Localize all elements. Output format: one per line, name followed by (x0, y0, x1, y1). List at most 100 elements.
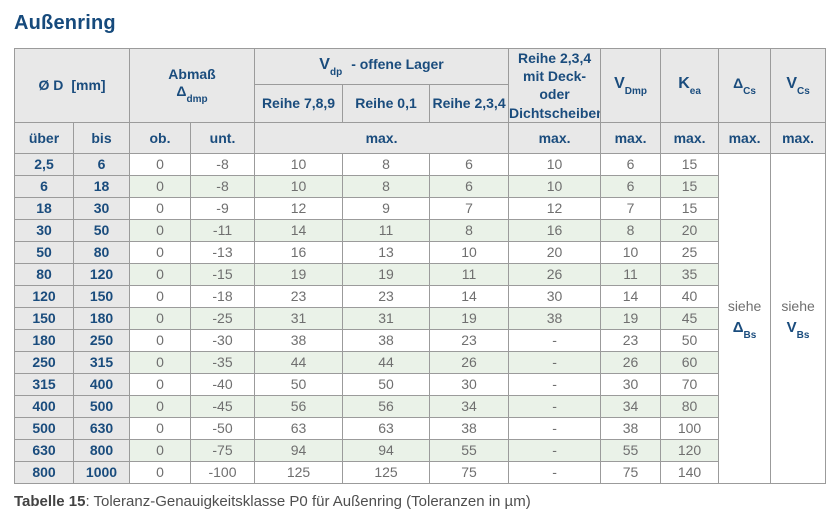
tolerance-value-cell: 45 (660, 306, 720, 330)
tolerance-value-cell: 25 (660, 240, 720, 264)
tolerance-value-cell: 50 (254, 372, 344, 396)
tolerance-value-cell: -35 (189, 350, 256, 374)
col-header-abmass: Abmaß Δdmp (128, 48, 256, 123)
tolerance-value-cell: 15 (660, 174, 720, 198)
tolerance-value-cell: 15 (660, 152, 720, 176)
tolerance-value-cell: 26 (508, 262, 602, 286)
tolerance-value-cell: 0 (129, 218, 191, 242)
tolerance-value-cell: 10 (254, 152, 344, 176)
diameter-range-cell: 50 (14, 240, 74, 264)
tolerance-value-cell: 6 (600, 174, 662, 198)
table-row: 800 1000 0 -100 125 125 75-75 140 (14, 460, 826, 484)
diameter-range-cell: 630 (73, 416, 130, 440)
diameter-range-cell: 400 (73, 372, 130, 396)
tolerance-value-cell: -8 (189, 174, 256, 198)
diameter-range-cell: 315 (73, 350, 130, 374)
table-row: 400 500 0 -45 56 56 34-34 80 (14, 394, 826, 418)
caption-label: Tabelle 15 (14, 492, 86, 510)
diameter-range-cell: 800 (14, 460, 74, 484)
tolerance-value-cell: 94 (342, 438, 431, 462)
col-header-max-vdmp: max. (600, 121, 662, 154)
col-header-delta-cs: ΔCs (718, 48, 772, 123)
col-header-reihe-234: Reihe 2,3,4 (429, 83, 510, 123)
diameter-range-cell: 30 (14, 218, 74, 242)
col-header-reihe-789: Reihe 7,8,9 (254, 83, 344, 123)
tolerance-value-cell: 0 (129, 284, 191, 308)
tolerance-value-cell: 0 (129, 306, 191, 330)
tolerance-value-cell: 20 (660, 218, 720, 242)
tolerance-value-cell: 14 (600, 284, 662, 308)
tolerance-value-cell: 10 (600, 240, 662, 264)
tolerance-value-cell: 70 (660, 372, 720, 396)
tolerance-value-cell: - (508, 350, 602, 374)
col-header-max-deck: max. (508, 121, 602, 154)
tolerance-value-cell: 11 (600, 262, 662, 286)
diameter-range-cell: 18 (14, 196, 74, 220)
diameter-range-cell: 180 (73, 306, 130, 330)
tolerance-value-cell: 38 (508, 306, 602, 330)
tolerance-value-cell: - (508, 416, 602, 440)
header-row-limits: über bis ob. unt. max. max. max. max. ma… (14, 121, 827, 154)
col-header-deckscheiben: Reihe 2,3,4 mit Deck- oder Dichtscheiben (508, 48, 602, 123)
diameter-range-cell: 80 (14, 262, 74, 286)
tolerance-value-cell: 10 (508, 152, 602, 176)
tolerance-value-cell: 10 (429, 240, 510, 264)
tolerance-value-cell: 6 (600, 152, 662, 176)
tolerance-value-cell: 7 (600, 196, 662, 220)
tolerance-value-cell: 23 (342, 284, 431, 308)
tolerance-value-cell: 120 (660, 438, 720, 462)
page: Außenring Ø D [mm] Abmaß Δdmp (14, 12, 827, 510)
diameter-range-cell: 800 (73, 438, 130, 462)
abmass-symbol: Δ (176, 83, 187, 100)
tolerance-value-cell: 19 (429, 306, 510, 330)
tolerance-value-cell: 6 (429, 152, 510, 176)
tolerance-value-cell: 14 (429, 284, 510, 308)
diameter-range-cell: 2,5 (14, 152, 74, 176)
col-header-max-vdp: max. (254, 121, 510, 154)
table-row: 250 315 0 -35 44 44 26-26 60 (14, 350, 826, 374)
tolerance-value-cell: 31 (342, 306, 431, 330)
tolerance-value-cell: 0 (129, 438, 191, 462)
tolerance-value-cell: -75 (189, 438, 256, 462)
tolerance-value-cell: -9 (189, 196, 256, 220)
tolerance-value-cell: 0 (129, 152, 191, 176)
tolerance-value-cell: - (508, 328, 602, 352)
tolerance-value-cell: 60 (660, 350, 720, 374)
tolerance-value-cell: 55 (600, 438, 662, 462)
col-header-ueber: über (14, 121, 74, 154)
table-row: 150 180 0 -25 31 31 19 38 19 45 (14, 306, 826, 330)
tolerance-table: Ø D [mm] Abmaß Δdmp Vdp- offene Lager Rei… (14, 48, 827, 484)
tolerance-value-cell: 12 (508, 196, 602, 220)
diameter-range-cell: 150 (73, 284, 130, 308)
tolerance-value-cell: 0 (129, 394, 191, 418)
tolerance-value-cell: 125 (254, 460, 344, 484)
tolerance-value-cell: 50 (660, 328, 720, 352)
diameter-range-cell: 120 (73, 262, 130, 286)
tolerance-value-cell: 0 (129, 196, 191, 220)
col-header-reihe-01: Reihe 0,1 (342, 83, 431, 123)
tolerance-value-cell: -15 (189, 262, 256, 286)
tolerance-value-cell: -11 (189, 218, 256, 242)
table-row: 315 400 0 -40 50 50 30-30 70 (14, 372, 826, 396)
tolerance-value-cell: 11 (342, 218, 431, 242)
tolerance-value-cell: 56 (254, 394, 344, 418)
col-header-v-cs: VCs (770, 48, 827, 123)
diameter-range-cell: 50 (73, 218, 130, 242)
diameter-range-cell: 30 (73, 196, 130, 220)
tolerance-value-cell: 15 (660, 196, 720, 220)
tolerance-value-cell: 0 (129, 174, 191, 198)
diameter-range-cell: 18 (73, 174, 130, 198)
tolerance-value-cell: 8 (429, 218, 510, 242)
tolerance-value-cell: 0 (129, 240, 191, 264)
caption-text: : Toleranz-Genauigkeitsklasse P0 für Auß… (85, 492, 531, 510)
tolerance-value-cell: 75 (429, 460, 510, 484)
col-header-kea: Kea (660, 48, 720, 123)
table-row: 120 150 0 -18 23 23 14 30 14 40 (14, 284, 826, 308)
tolerance-value-cell: 0 (129, 262, 191, 286)
header-row-groups: Ø D [mm] Abmaß Δdmp Vdp- offene Lager Rei… (14, 48, 827, 123)
tolerance-value-cell: 63 (342, 416, 431, 440)
tolerance-value-cell: 26 (600, 350, 662, 374)
tolerance-value-cell: 38 (600, 416, 662, 440)
tolerance-value-cell: 100 (660, 416, 720, 440)
tolerance-value-cell: 12 (254, 196, 344, 220)
